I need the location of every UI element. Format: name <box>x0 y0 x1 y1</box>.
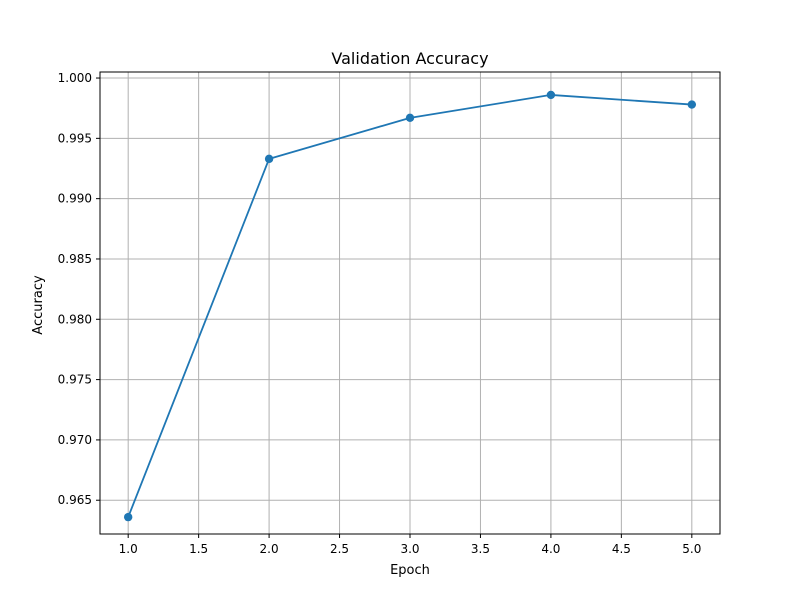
x-axis-label: Epoch <box>390 563 430 578</box>
y-tick-label: 0.970 <box>58 433 92 447</box>
x-tick-label: 3.0 <box>400 542 419 556</box>
y-tick-label: 0.975 <box>58 373 92 387</box>
data-point <box>264 154 274 164</box>
chart-title: Validation Accuracy <box>331 49 488 68</box>
x-tick-label: 2.5 <box>330 542 349 556</box>
y-tick-label: 1.000 <box>58 71 92 85</box>
x-tick-label: 4.5 <box>612 542 631 556</box>
y-tick-label: 0.980 <box>58 312 92 326</box>
axes-layer <box>96 71 721 538</box>
data-point <box>546 90 556 100</box>
x-tick-label: 3.5 <box>471 542 490 556</box>
x-tick-label: 4.0 <box>541 542 560 556</box>
series-layer <box>123 90 697 522</box>
data-point <box>405 113 415 123</box>
x-tick-label: 5.0 <box>682 542 701 556</box>
y-tick-label: 0.965 <box>58 493 92 507</box>
y-tick-label: 0.990 <box>58 192 92 206</box>
plot-frame <box>99 71 721 535</box>
x-tick-label: 1.0 <box>119 542 138 556</box>
y-axis-label: Accuracy <box>31 275 46 335</box>
data-point <box>687 100 697 109</box>
grid-layer <box>100 72 720 534</box>
data-point <box>123 512 133 522</box>
x-tick-label: 2.0 <box>260 542 279 556</box>
labels-layer: Validation Accuracy Epoch Accuracy 1.0 1.… <box>31 49 701 578</box>
x-tick-label: 1.5 <box>189 542 208 556</box>
y-tick-label: 0.985 <box>58 252 92 266</box>
y-tick-label: 0.995 <box>58 131 92 145</box>
